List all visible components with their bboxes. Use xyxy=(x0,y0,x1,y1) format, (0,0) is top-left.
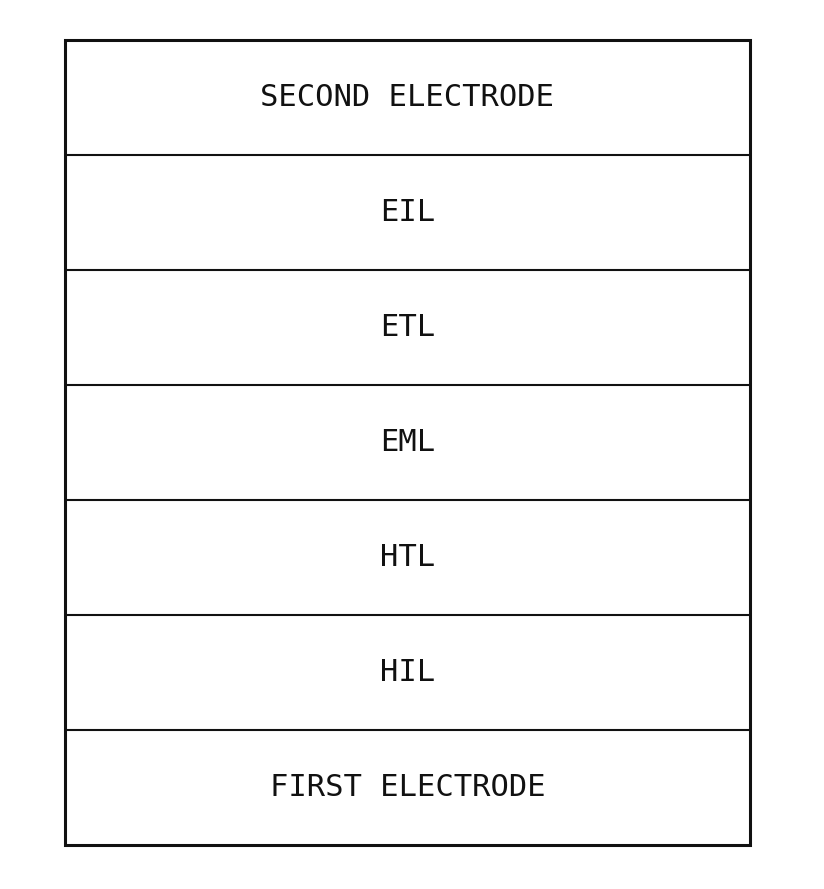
Text: EML: EML xyxy=(380,428,435,457)
Text: EIL: EIL xyxy=(380,198,435,227)
Text: ETL: ETL xyxy=(380,313,435,342)
Text: HTL: HTL xyxy=(380,543,435,572)
Text: FIRST ELECTRODE: FIRST ELECTRODE xyxy=(269,773,545,802)
Text: HIL: HIL xyxy=(380,658,435,687)
Bar xyxy=(65,40,750,845)
Text: SECOND ELECTRODE: SECOND ELECTRODE xyxy=(260,83,555,112)
